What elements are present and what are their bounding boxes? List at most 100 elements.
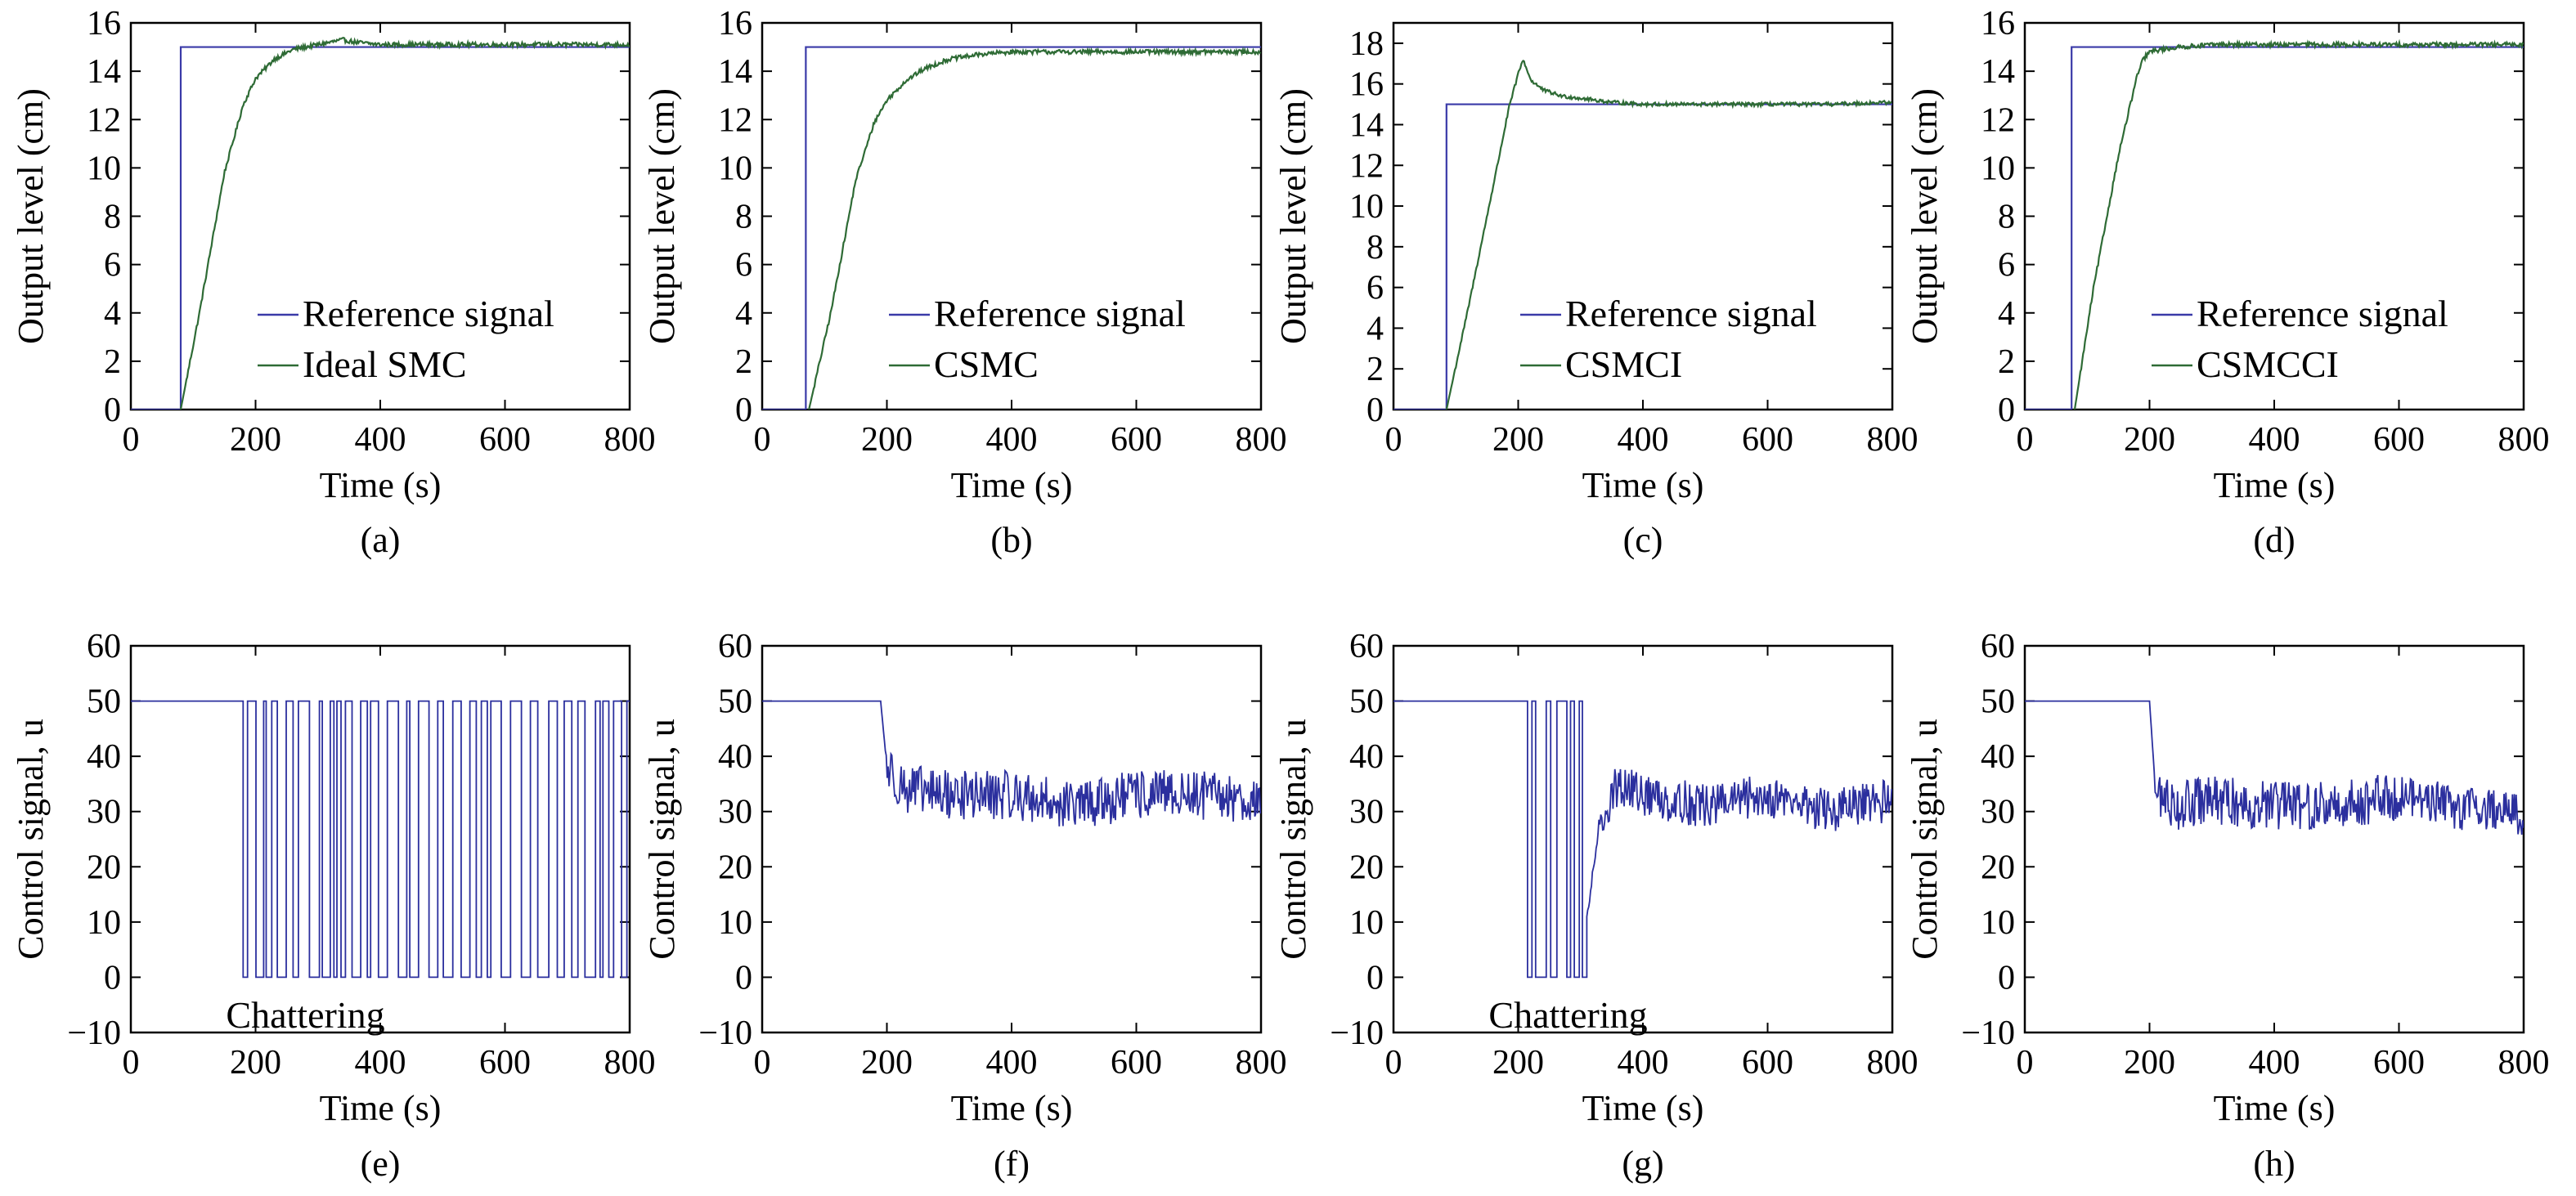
panel-label: (e) [361, 1144, 401, 1184]
y-tick-label: 8 [1998, 199, 2015, 236]
response-line [2073, 38, 2524, 410]
x-tick-label: 600 [1111, 1044, 1162, 1082]
y-tick-label: 30 [718, 794, 752, 831]
y-tick-label: 0 [104, 392, 121, 429]
y-tick-label: −10 [1330, 1015, 1384, 1052]
x-tick-label: 0 [2017, 1044, 2034, 1082]
y-tick-label: 6 [104, 247, 121, 284]
y-tick-label: 50 [1981, 683, 2015, 721]
data-layer [1393, 60, 1892, 410]
y-axis-label: Control signal, u [1273, 719, 1313, 960]
panel-label: (d) [2253, 520, 2295, 560]
x-axis-label: Time (s) [1582, 1088, 1704, 1128]
x-tick-label: 800 [2498, 421, 2550, 459]
y-axis-label: Output level (cm) [1273, 88, 1313, 344]
x-tick-label: 0 [754, 1044, 771, 1082]
control-signal-line [2025, 700, 2524, 835]
y-tick-label: −10 [1961, 1015, 2015, 1052]
y-tick-label: 12 [718, 101, 752, 139]
x-tick-label: 0 [2017, 421, 2034, 459]
x-tick-label: 800 [1867, 1044, 1919, 1082]
y-tick-label: 2 [735, 343, 752, 381]
legend-label: CSMC [934, 343, 1039, 385]
x-tick-label: 600 [2373, 1044, 2425, 1082]
legend-label: CSMCCI [2197, 343, 2339, 385]
data-layer [762, 700, 1261, 826]
y-tick-label: 16 [1349, 66, 1384, 104]
y-tick-label: 10 [718, 904, 752, 942]
y-tick-label: 50 [718, 683, 752, 721]
y-tick-label: 50 [1349, 683, 1384, 721]
y-tick-label: 2 [1998, 343, 2015, 381]
x-tick-label: 600 [479, 1044, 531, 1082]
x-tick-label: 0 [1385, 421, 1402, 459]
x-tick-label: 0 [1385, 1044, 1402, 1082]
y-axis-label: Output level (cm) [1905, 88, 1945, 344]
x-tick-label: 800 [1236, 421, 1287, 459]
control-signal-line [762, 700, 1261, 826]
legend-label: Ideal SMC [303, 343, 467, 385]
y-tick-label: 16 [718, 5, 752, 43]
x-tick-label: 600 [479, 421, 531, 459]
y-tick-label: 20 [1981, 849, 2015, 886]
reference-signal-line [762, 46, 1261, 410]
x-tick-label: 200 [861, 1044, 913, 1082]
x-tick-label: 800 [1867, 421, 1919, 459]
y-tick-label: 12 [1349, 147, 1384, 185]
x-tick-label: 200 [230, 1044, 281, 1082]
y-tick-label: −10 [698, 1015, 752, 1052]
x-tick-label: 200 [1492, 1044, 1544, 1082]
y-tick-label: 6 [1998, 247, 2015, 284]
y-tick-label: 6 [1367, 270, 1384, 307]
legend-label: Reference signal [1565, 293, 1817, 334]
y-tick-label: 30 [87, 794, 121, 831]
y-tick-label: 8 [735, 199, 752, 236]
y-tick-label: 12 [1981, 101, 2015, 139]
y-axis-label: Output level (cm) [11, 88, 51, 344]
data-layer [131, 37, 630, 410]
y-tick-label: 20 [1349, 849, 1384, 886]
y-tick-label: 40 [718, 738, 752, 776]
x-tick-label: 200 [230, 421, 281, 459]
plot-frame [761, 644, 1263, 1034]
x-tick-label: 800 [2498, 1044, 2550, 1082]
y-axis-label: Output level (cm) [642, 88, 682, 344]
x-tick-label: 400 [355, 1044, 406, 1082]
y-tick-label: 4 [104, 295, 121, 333]
plot-frame [2023, 644, 2525, 1034]
y-tick-label: 60 [1981, 628, 2015, 665]
panel-label: (h) [2253, 1144, 2295, 1184]
panel-label: (a) [361, 520, 401, 560]
chart-panel-2: 0 200 400 600 800 0 2 4 6 8 10 12 14 16 Time (s) Output… [642, 5, 1287, 560]
annotation-label: Chattering [1488, 994, 1647, 1036]
x-tick-label: 600 [2373, 421, 2425, 459]
y-tick-label: 6 [735, 247, 752, 284]
reference-signal-line [2025, 46, 2524, 410]
y-tick-label: 10 [1981, 150, 2015, 187]
data-layer [131, 700, 630, 979]
y-tick-label: 0 [1998, 959, 2015, 997]
y-tick-label: 8 [1367, 229, 1384, 267]
y-tick-label: 16 [87, 5, 121, 43]
data-layer [2025, 38, 2524, 410]
y-tick-label: −10 [67, 1015, 121, 1052]
x-tick-label: 200 [1492, 421, 1544, 459]
y-tick-label: 0 [1998, 392, 2015, 429]
y-tick-label: 0 [735, 392, 752, 429]
legend-label: Reference signal [2197, 293, 2448, 334]
panel-label: (f) [994, 1144, 1030, 1184]
x-tick-label: 200 [861, 421, 913, 459]
x-tick-label: 400 [2249, 1044, 2300, 1082]
y-tick-label: 10 [87, 904, 121, 942]
x-tick-label: 600 [1742, 1044, 1793, 1082]
x-tick-label: 600 [1111, 421, 1162, 459]
legend-label: CSMCI [1565, 343, 1682, 385]
y-tick-label: 0 [1367, 392, 1384, 429]
x-tick-label: 400 [986, 421, 1038, 459]
